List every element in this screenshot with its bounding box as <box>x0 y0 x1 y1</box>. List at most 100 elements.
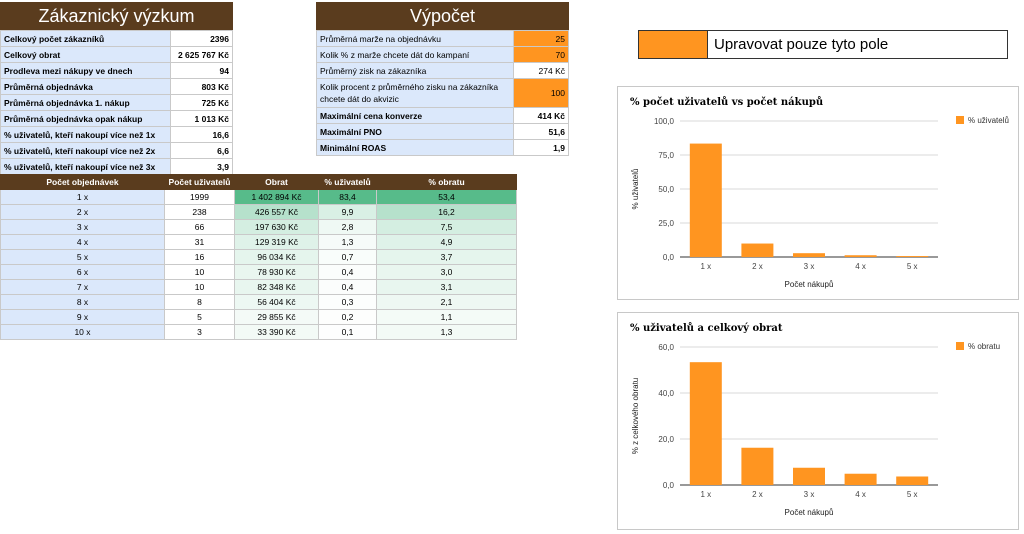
table-cell: 4,9 <box>376 234 517 250</box>
research-label: % uživatelů, kteří nakoupí více než 3x <box>0 158 171 175</box>
x-tick-label: 4 x <box>855 490 866 499</box>
y-axis-label: % uživatelů <box>631 169 640 210</box>
orders-table-panel: Počet objednávek Počet uživatelů Obrat% už… <box>0 174 517 340</box>
research-label: Průměrná objednávka <box>0 78 171 95</box>
users-chart-plot: 0,0 25,0 50,0 75,0 100,0 1 x 2 x 3 x 4 x 5 x Počet… <box>631 116 1009 289</box>
research-value: 803 Kč <box>169 78 234 95</box>
research-label: % uživatelů, kteří nakoupí více než 2x <box>0 142 171 159</box>
calculation-table: Průměrná marže na objednávku 25 Kolik % z … <box>316 30 569 156</box>
research-row: Celkový obrat 2 625 767 Kč <box>0 46 234 63</box>
table-cell: 3,0 <box>376 264 517 280</box>
table-cell: 0,2 <box>318 309 377 325</box>
editable-input-cell[interactable]: 70 <box>513 46 569 63</box>
y-tick-label: 20,0 <box>658 435 674 444</box>
x-tick-label: 1 x <box>700 262 711 271</box>
table-row: 9 x 5 29 855 Kč 0,2 1,1 <box>0 309 517 325</box>
revenue-chart-title: % uživatelů a celkový obrat <box>630 323 783 334</box>
table-cell: 3,7 <box>376 249 517 265</box>
table-cell: 426 557 Kč <box>234 204 319 220</box>
bar <box>741 243 774 257</box>
research-row: Průměrná objednávka 803 Kč <box>0 78 234 95</box>
revenue-chart-plot: 0,0 20,0 40,0 60,0 1 x 2 x 3 x 4 x 5 x Počet náku… <box>631 342 1000 517</box>
research-row: % uživatelů, kteří nakoupí více než 3x 3,… <box>0 158 234 175</box>
research-row: % uživatelů, kteří nakoupí více než 2x 6,… <box>0 142 234 159</box>
table-cell: 2,8 <box>318 219 377 235</box>
table-cell: 3 x <box>0 219 165 235</box>
x-tick-label: 1 x <box>700 490 711 499</box>
table-cell: 1 x <box>0 189 165 205</box>
table-cell: 96 034 Kč <box>234 249 319 265</box>
calc-label: Kolik % z marže chcete dát do kampaní <box>316 46 514 63</box>
table-cell: 8 <box>164 294 235 310</box>
x-tick-label: 5 x <box>907 490 918 499</box>
table-cell: 3 <box>164 324 235 340</box>
table-cell: 10 <box>164 279 235 295</box>
y-tick-label: 0,0 <box>663 481 675 490</box>
customer-research-panel: Zákaznický výzkum Celkový počet zákazník… <box>0 2 234 175</box>
table-cell: 129 319 Kč <box>234 234 319 250</box>
table-cell: 10 x <box>0 324 165 340</box>
table-cell: 29 855 Kč <box>234 309 319 325</box>
table-cell: 5 <box>164 309 235 325</box>
table-row: 2 x 238 426 557 Kč 9,9 16,2 <box>0 204 517 220</box>
edit-hint-text: Upravovat pouze tyto pole <box>714 36 889 53</box>
bar <box>844 473 877 485</box>
x-tick-label: 4 x <box>855 262 866 271</box>
bar <box>844 255 877 257</box>
research-row: Celkový počet zákazníků 2396 <box>0 30 234 47</box>
research-label: Průměrná objednávka 1. nákup <box>0 94 171 111</box>
research-label: Prodleva mezi nákupy ve dnech <box>0 62 171 79</box>
customer-research-table: Celkový počet zákazníků 2396 Celkový obrat… <box>0 30 234 175</box>
table-row: 6 x 10 78 930 Kč 0,4 3,0 <box>0 264 517 280</box>
column-header: Počet uživatelů <box>164 174 235 190</box>
calc-label: Kolik procent z průměrného zisku na záka… <box>316 78 514 108</box>
bar <box>689 362 722 485</box>
calc-label: Průměrná marže na objednávku <box>316 30 514 47</box>
calc-row: Minimální ROAS 1,9 <box>316 139 569 156</box>
revenue-chart: % uživatelů a celkový obrat 0,0 20,0 40,0 6… <box>617 312 1019 530</box>
research-label: % uživatelů, kteří nakoupí více než 1x <box>0 126 171 143</box>
calc-value: 414 Kč <box>513 107 569 124</box>
editable-input-cell[interactable]: 100 <box>513 78 569 108</box>
editable-input-cell[interactable]: 25 <box>513 30 569 47</box>
calc-label: Maximální cena konverze <box>316 107 514 124</box>
table-cell: 66 <box>164 219 235 235</box>
calc-value: 1,9 <box>513 139 569 156</box>
table-cell: 197 630 Kč <box>234 219 319 235</box>
calc-row: Kolik procent z průměrného zisku na záka… <box>316 78 569 108</box>
y-tick-label: 0,0 <box>663 253 675 262</box>
table-cell: 0,4 <box>318 279 377 295</box>
legend-label: % obratu <box>968 342 1000 351</box>
table-cell: 1 402 894 Kč <box>234 189 319 205</box>
calc-label: Průměrný zisk na zákazníka <box>316 62 514 79</box>
column-header: % uživatelů <box>318 174 377 190</box>
table-cell: 82 348 Kč <box>234 279 319 295</box>
calculation-title: Výpočet <box>316 2 569 30</box>
table-cell: 7 x <box>0 279 165 295</box>
table-cell: 8 x <box>0 294 165 310</box>
table-cell: 9,9 <box>318 204 377 220</box>
y-tick-label: 50,0 <box>658 185 674 194</box>
legend-swatch <box>956 342 964 350</box>
research-value: 94 <box>169 62 234 79</box>
column-header: Obrat <box>234 174 319 190</box>
table-row: 7 x 10 82 348 Kč 0,4 3,1 <box>0 279 517 295</box>
table-cell: 1999 <box>164 189 235 205</box>
bar <box>896 256 929 257</box>
orange-swatch <box>639 31 708 58</box>
table-cell: 0,3 <box>318 294 377 310</box>
table-cell: 3,1 <box>376 279 517 295</box>
table-cell: 56 404 Kč <box>234 294 319 310</box>
table-cell: 238 <box>164 204 235 220</box>
x-tick-label: 2 x <box>752 262 763 271</box>
research-row: Průměrná objednávka 1. nákup 725 Kč <box>0 94 234 111</box>
research-value: 6,6 <box>169 142 234 159</box>
research-value: 16,6 <box>169 126 234 143</box>
users-chart-title: % počet uživatelů vs počet nákupů <box>630 97 824 108</box>
table-cell: 7,5 <box>376 219 517 235</box>
x-tick-label: 2 x <box>752 490 763 499</box>
table-cell: 2 x <box>0 204 165 220</box>
calc-row: Průměrná marže na objednávku 25 <box>316 30 569 47</box>
bar <box>689 143 722 257</box>
y-tick-label: 75,0 <box>658 151 674 160</box>
